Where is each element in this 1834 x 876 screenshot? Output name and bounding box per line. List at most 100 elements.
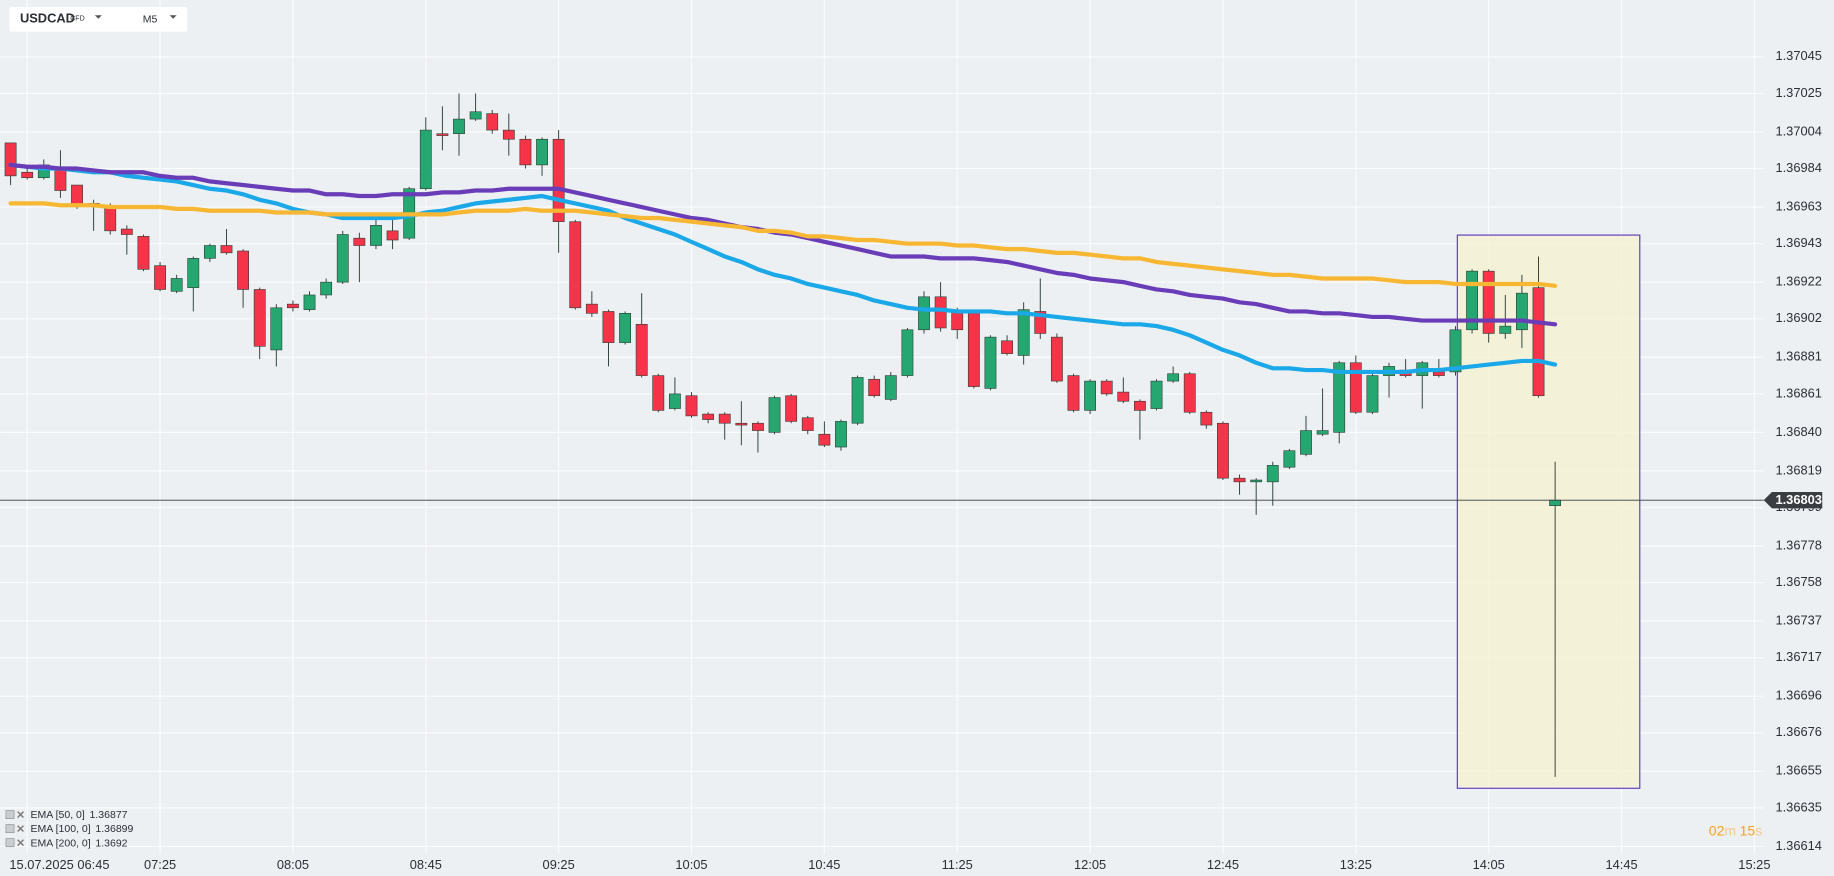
y-tick-label: 1.36737 (1775, 612, 1821, 627)
candle-body (220, 245, 233, 254)
candle-body (752, 422, 764, 431)
candle-body (1050, 336, 1063, 382)
legend-value: 1.3692 (95, 837, 127, 849)
candle-body (1150, 380, 1163, 409)
y-tick-label: 1.36614 (1775, 838, 1821, 853)
candle-body (884, 375, 897, 400)
candle-body (237, 250, 250, 290)
candle-body (1233, 477, 1246, 483)
candle-body (1017, 309, 1030, 356)
candle-body (1300, 430, 1312, 455)
x-tick-label: 14:05 (1473, 857, 1505, 872)
candle-body (370, 225, 382, 246)
candle-body (1449, 329, 1462, 373)
candle-body (1349, 362, 1362, 413)
candle-body (287, 303, 299, 309)
y-tick-label: 1.36861 (1775, 385, 1821, 400)
ema-line (8, 162, 1558, 375)
candle-body (1001, 340, 1013, 354)
y-tick-label: 1.36902 (1775, 310, 1821, 325)
candle-body (154, 265, 166, 290)
candle-body (120, 228, 133, 235)
candle-body (419, 129, 432, 190)
candle-body (54, 168, 67, 191)
y-tick-label: 1.36696 (1775, 688, 1821, 703)
x-tick-label: 08:05 (277, 857, 309, 872)
legend-icon (5, 824, 15, 834)
candle-body (1217, 422, 1229, 479)
y-tick-label: 1.37004 (1775, 123, 1821, 138)
candle-body (253, 289, 266, 347)
candle-body (303, 294, 316, 310)
x-tick-label: 10:45 (808, 857, 840, 872)
legend-entry: EMA [50, 0] 1.36877 (30, 809, 127, 821)
y-tick-label: 1.36655 (1775, 763, 1821, 778)
candle-body (502, 129, 515, 140)
candle-body (951, 311, 964, 331)
candle-body (569, 221, 582, 309)
x-tick-label: 09:25 (543, 857, 575, 872)
candle-body (170, 278, 183, 292)
candle-body (1117, 391, 1130, 402)
x-tick-label: 13:25 (1340, 857, 1372, 872)
candle-body (685, 395, 698, 417)
symbol-dropdown[interactable] (94, 15, 102, 19)
candle-body (785, 395, 798, 422)
last-price-box (1763, 491, 1823, 509)
candle-body (1134, 400, 1146, 411)
candle-body (918, 296, 930, 331)
candle-body (1499, 325, 1512, 334)
x-tick-label: 08:45 (410, 857, 442, 872)
candle-body (187, 258, 200, 288)
instrument-type: CFD (70, 16, 84, 23)
candle-body (984, 336, 997, 389)
candle-body (353, 237, 366, 246)
legend-name: EMA [200, 0] (30, 837, 90, 849)
candle-body (1432, 371, 1445, 376)
legend-entry: EMA [200, 0] 1.3692 (30, 837, 127, 849)
candle-body (1067, 375, 1080, 411)
y-tick-label: 1.36881 (1775, 349, 1821, 364)
x-tick-label: 15:25 (1738, 857, 1770, 872)
candle-body (585, 303, 598, 314)
candle-body (635, 323, 648, 376)
candle-body (868, 378, 881, 397)
y-tick-label: 1.36922 (1775, 274, 1821, 289)
candle-body (536, 138, 548, 166)
y-tick-label: 1.36758 (1775, 574, 1821, 589)
candle-body (735, 422, 748, 426)
candle-body (1333, 362, 1346, 433)
candle-body (320, 281, 333, 296)
candle-body (1250, 479, 1263, 483)
candle-body (768, 397, 781, 433)
candle-body (137, 236, 150, 270)
y-tick-label: 1.36943 (1775, 235, 1821, 250)
candle-body (486, 113, 499, 131)
legend-entry: EMA [100, 0] 1.36899 (30, 823, 133, 835)
legend-icon (5, 810, 15, 819)
legend-remove (17, 811, 24, 819)
x-tick-label: 12:45 (1207, 857, 1239, 872)
candle-body (71, 184, 83, 206)
candle-body (453, 118, 465, 135)
candle-body (668, 393, 681, 409)
timeframe[interactable]: M5 (143, 14, 158, 26)
symbol[interactable]: USDCAD (20, 11, 75, 26)
y-tick-label: 1.36963 (1775, 198, 1821, 213)
candle-body (718, 413, 731, 424)
candle-body (619, 313, 631, 343)
candle-body (1549, 499, 1562, 506)
countdown-seconds: 15 (1740, 822, 1756, 838)
candle-body (1466, 270, 1478, 331)
legend-name: EMA [100, 0] (30, 823, 90, 835)
candle-body (1283, 450, 1296, 468)
legend-value: 1.36899 (95, 823, 133, 835)
y-tick-label: 1.36717 (1775, 649, 1821, 664)
countdown-minutes: 02 (1709, 822, 1725, 838)
selector-box (9, 7, 188, 32)
x-tick-label: 10:05 (675, 857, 707, 872)
candle-body (436, 133, 449, 136)
timeframe-dropdown[interactable] (169, 15, 177, 19)
